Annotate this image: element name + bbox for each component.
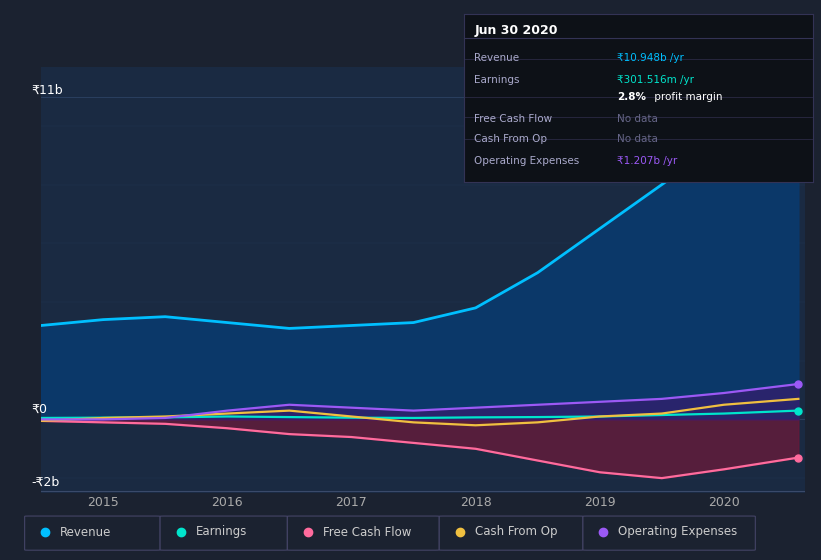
Text: No data: No data	[617, 134, 658, 144]
Text: ₹10.948b /yr: ₹10.948b /yr	[617, 53, 684, 63]
Text: Cash From Op: Cash From Op	[475, 525, 557, 539]
Text: 2018: 2018	[460, 496, 492, 510]
Text: 2017: 2017	[336, 496, 367, 510]
Text: Operating Expenses: Operating Expenses	[618, 525, 737, 539]
Text: 2015: 2015	[87, 496, 119, 510]
Text: Revenue: Revenue	[475, 53, 520, 63]
Text: 2019: 2019	[584, 496, 616, 510]
Text: 2.8%: 2.8%	[617, 92, 646, 102]
FancyBboxPatch shape	[160, 516, 287, 550]
FancyBboxPatch shape	[287, 516, 439, 550]
FancyBboxPatch shape	[439, 516, 583, 550]
Text: -₹2b: -₹2b	[31, 475, 59, 488]
Text: Revenue: Revenue	[60, 525, 112, 539]
Text: 2016: 2016	[212, 496, 243, 510]
Text: Earnings: Earnings	[195, 525, 247, 539]
Text: ₹1.207b /yr: ₹1.207b /yr	[617, 156, 677, 166]
Text: ₹0: ₹0	[31, 403, 47, 416]
FancyBboxPatch shape	[25, 516, 160, 550]
Text: Free Cash Flow: Free Cash Flow	[323, 525, 411, 539]
Text: Cash From Op: Cash From Op	[475, 134, 548, 144]
Text: Jun 30 2020: Jun 30 2020	[475, 24, 557, 37]
Text: ₹301.516m /yr: ₹301.516m /yr	[617, 76, 695, 85]
Text: profit margin: profit margin	[650, 92, 722, 102]
Text: Operating Expenses: Operating Expenses	[475, 156, 580, 166]
Text: Earnings: Earnings	[475, 76, 520, 85]
FancyBboxPatch shape	[583, 516, 755, 550]
Text: ₹11b: ₹11b	[31, 83, 62, 96]
Text: 2020: 2020	[708, 496, 740, 510]
Text: Free Cash Flow: Free Cash Flow	[475, 114, 553, 124]
Text: No data: No data	[617, 114, 658, 124]
